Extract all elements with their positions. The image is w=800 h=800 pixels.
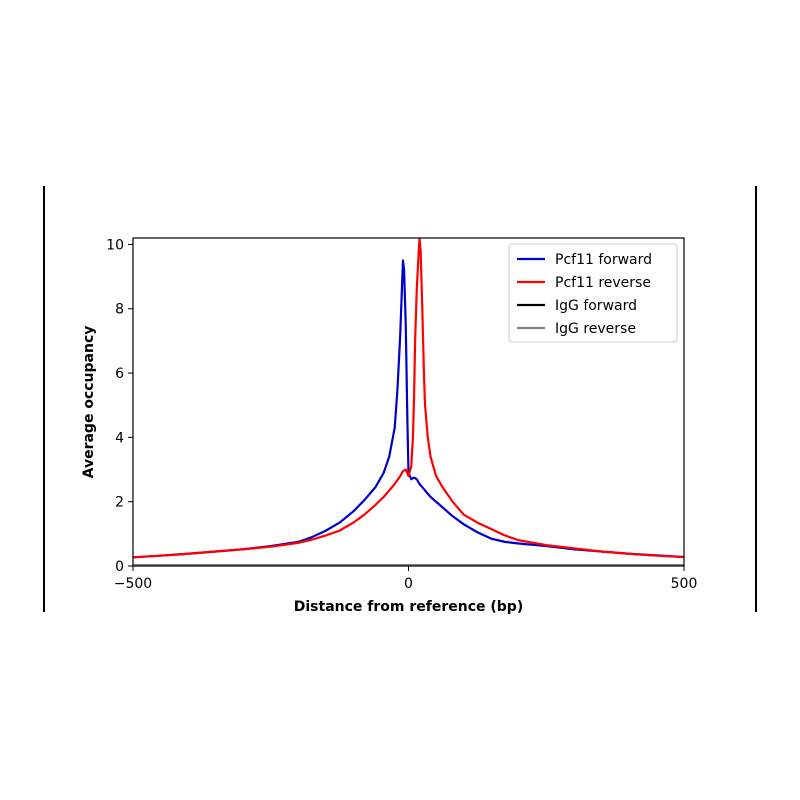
series-lines xyxy=(133,238,684,566)
x-tick-label: 0 xyxy=(404,576,413,592)
y-axis-label: Average occupancy xyxy=(81,326,97,479)
legend: Pcf11 forward Pcf11 reverse IgG forward IgG… xyxy=(508,243,678,343)
y-tick-label: 8 xyxy=(115,302,124,318)
series-line-pcf11-reverse xyxy=(133,238,684,559)
legend-label: IgG reverse xyxy=(555,321,636,337)
x-tick-label: −500 xyxy=(114,576,152,592)
y-tick-label: 2 xyxy=(115,495,124,511)
x-axis-label: Distance from reference (bp) xyxy=(294,599,523,615)
legend-label: Pcf11 forward xyxy=(555,252,652,268)
legend-label: IgG forward xyxy=(555,298,637,314)
legend-box xyxy=(508,243,678,343)
right-frame-line xyxy=(755,186,757,612)
y-tick-label: 10 xyxy=(106,237,124,253)
x-tick-label: 500 xyxy=(671,576,698,592)
y-tick-label: 4 xyxy=(115,430,124,446)
legend-label: Pcf11 reverse xyxy=(555,275,651,291)
left-frame-line xyxy=(43,186,45,612)
y-tick-label: 6 xyxy=(115,366,124,382)
series-line-pcf11-forward xyxy=(133,259,684,559)
y-tick-label: 0 xyxy=(115,559,124,575)
